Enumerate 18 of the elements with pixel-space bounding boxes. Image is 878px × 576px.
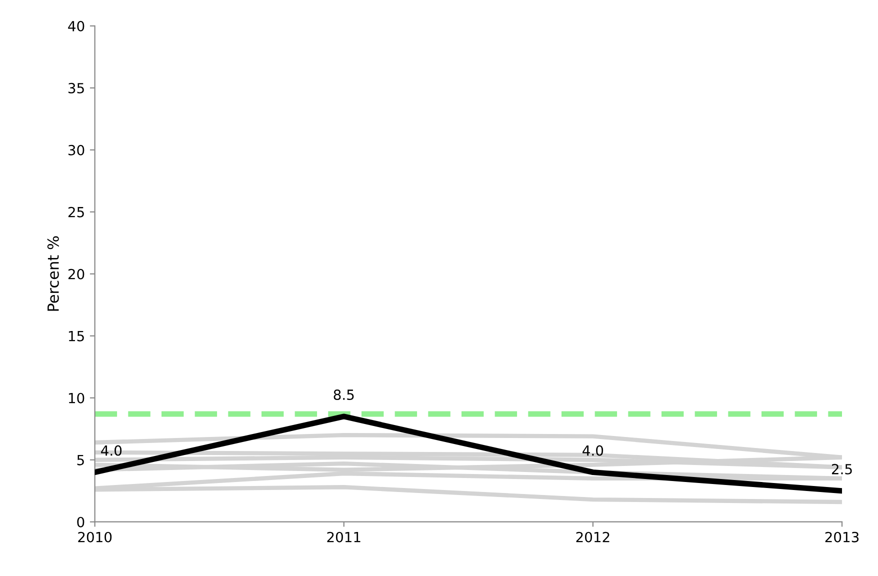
data-label: 4.0: [582, 445, 604, 456]
x-tick-label: 2010: [78, 532, 112, 542]
y-axis-title: Percent %: [47, 236, 59, 311]
x-tick-label: 2012: [576, 532, 610, 542]
y-tick-label: 40: [68, 20, 84, 32]
data-label: 8.5: [334, 389, 354, 400]
y-tick-label: 30: [68, 144, 84, 156]
x-tick-label: 2011: [327, 532, 360, 542]
y-tick-label: 35: [68, 82, 84, 94]
data-label: 4.0: [101, 445, 122, 456]
y-tick-label: 25: [68, 206, 84, 218]
y-tick-label: 20: [68, 268, 84, 280]
data-label: 2.5: [832, 464, 852, 474]
x-tick-label: 2013: [825, 532, 859, 542]
y-tick-label: 15: [68, 331, 84, 342]
y-tick-label: 10: [68, 392, 84, 404]
y-tick-label: 5: [77, 455, 84, 466]
y-tick-label: 0: [77, 516, 84, 528]
